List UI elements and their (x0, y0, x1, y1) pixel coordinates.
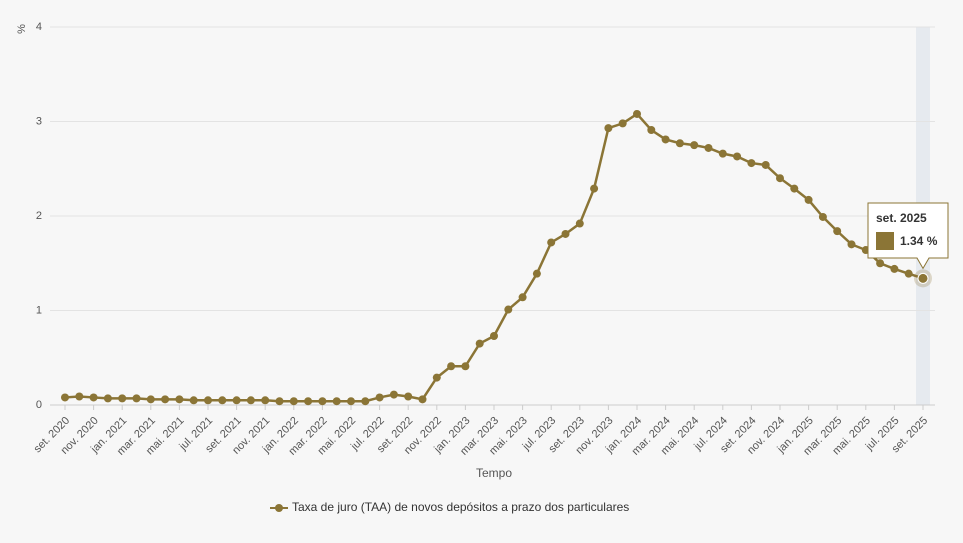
data-point (418, 395, 427, 404)
data-point (633, 109, 641, 118)
x-axis-title: Tempo (476, 466, 512, 480)
y-tick-label: 2 (36, 210, 42, 222)
data-point (776, 174, 784, 183)
data-point (246, 396, 255, 405)
data-point (890, 264, 899, 273)
tooltip-swatch (876, 232, 894, 250)
data-point (547, 238, 556, 247)
data-point (575, 219, 584, 228)
data-point (618, 119, 627, 128)
tooltip-box (867, 202, 949, 270)
data-point (532, 269, 541, 278)
data-point (604, 124, 613, 133)
data-point (647, 126, 656, 135)
data-point (790, 184, 799, 193)
tooltip-point (917, 272, 929, 284)
data-point (218, 396, 227, 405)
data-point (504, 305, 513, 314)
data-point (818, 212, 827, 221)
data-point (876, 259, 885, 268)
legend-marker (275, 504, 283, 512)
data-point (804, 195, 813, 204)
data-point (690, 141, 699, 150)
y-tick-label: 0 (36, 399, 42, 411)
y-tick-label: 3 (36, 115, 42, 127)
data-point (389, 390, 398, 399)
data-point (75, 392, 84, 401)
y-tick-label: 1 (36, 304, 42, 316)
data-point (461, 362, 470, 371)
data-point (204, 396, 212, 405)
data-point (432, 373, 441, 382)
data-point (447, 362, 456, 371)
data-point (361, 397, 370, 406)
data-point (189, 396, 198, 405)
data-point (718, 149, 727, 158)
data-point (904, 269, 913, 278)
tooltip-title: set. 2025 (876, 211, 927, 225)
data-point (275, 397, 284, 406)
data-point (232, 396, 241, 405)
data-point (704, 143, 713, 152)
data-point (89, 393, 98, 402)
data-point (347, 397, 355, 406)
data-point (103, 394, 112, 403)
data-point (561, 229, 570, 238)
series-line (64, 112, 924, 403)
data-point (132, 394, 141, 403)
data-point (175, 395, 184, 404)
tooltip-value: 1.34 % (900, 234, 938, 248)
data-point (332, 397, 341, 406)
y-unit: % (16, 24, 28, 34)
data-point (490, 332, 498, 341)
data-point (375, 393, 384, 402)
legend-label: Taxa de juro (TAA) de novos depósitos a … (292, 500, 629, 514)
data-point (761, 160, 770, 169)
data-point (747, 159, 756, 168)
data-point (146, 395, 155, 404)
data-point (404, 392, 413, 401)
data-point (733, 152, 742, 161)
data-point (261, 396, 270, 405)
data-point (61, 393, 69, 402)
data-point (661, 135, 670, 144)
data-point (118, 394, 127, 403)
data-point (847, 240, 856, 249)
data-point (475, 339, 484, 348)
y-tick-label: 4 (36, 21, 42, 33)
data-point (675, 139, 684, 148)
data-point (304, 397, 313, 406)
data-point (318, 397, 327, 406)
data-point (833, 227, 842, 236)
data-point (161, 395, 170, 404)
data-point (518, 293, 527, 302)
data-point (590, 184, 599, 193)
data-point (289, 397, 298, 406)
